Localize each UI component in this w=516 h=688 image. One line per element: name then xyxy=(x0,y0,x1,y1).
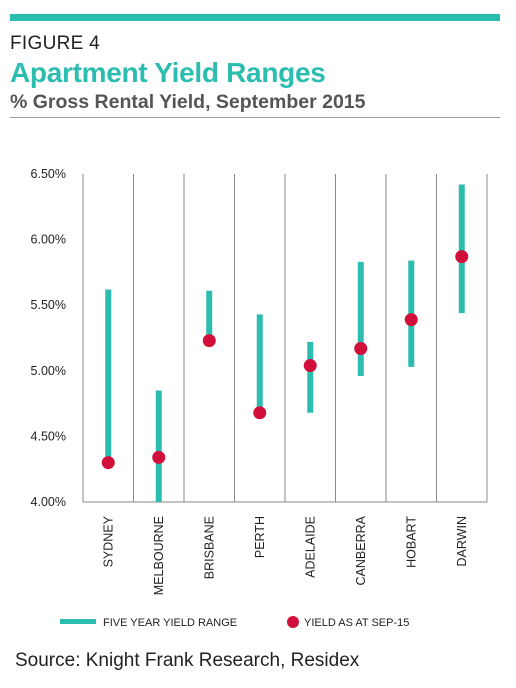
legend: FIVE YEAR YIELD RANGE YIELD AS AT SEP-15 xyxy=(60,616,409,629)
yield-point-sydney xyxy=(101,456,115,470)
category-label-adelaide: ADELAIDE xyxy=(303,516,317,578)
legend-point-swatch xyxy=(287,616,299,628)
top-accent-rule xyxy=(10,14,500,21)
y-tick-label: 6.00% xyxy=(31,233,66,247)
chart-title: Apartment Yield Ranges xyxy=(10,57,326,88)
yield-point-melbourne xyxy=(152,450,166,464)
yield-point-brisbane xyxy=(202,334,216,348)
figure-label: FIGURE 4 xyxy=(10,33,101,54)
yield-range-chart: 4.00% 4.50% 5.00% 5.50% 6.00% 6.50% SYDNEY MEL… xyxy=(31,167,488,629)
y-tick-label: 5.50% xyxy=(31,298,66,312)
category-label-hobart: HOBART xyxy=(404,516,418,568)
yield-point-hobart xyxy=(404,313,418,327)
legend-range-label: FIVE YEAR YIELD RANGE xyxy=(103,617,237,629)
category-label-darwin: DARWIN xyxy=(455,516,469,566)
y-tick-label: 4.50% xyxy=(31,429,66,443)
chart-marks xyxy=(101,184,469,502)
x-axis-categories: SYDNEY MELBOURNE BRISBANE PERTH ADELAIDE CANB… xyxy=(101,515,469,595)
category-label-perth: PERTH xyxy=(253,516,267,558)
category-label-melbourne: MELBOURNE xyxy=(152,516,166,595)
y-tick-label: 4.00% xyxy=(31,495,66,509)
legend-point-label: YIELD AS AT SEP-15 xyxy=(304,617,409,629)
source-note: Source: Knight Frank Research, Residex xyxy=(15,650,360,671)
legend-range-swatch xyxy=(60,619,96,624)
y-tick-label: 5.00% xyxy=(31,364,66,378)
category-label-sydney: SYDNEY xyxy=(101,515,115,567)
yield-point-adelaide xyxy=(303,359,317,373)
chart-subtitle: % Gross Rental Yield, September 2015 xyxy=(10,91,366,113)
y-axis-ticks: 4.00% 4.50% 5.00% 5.50% 6.00% 6.50% xyxy=(31,167,66,509)
yield-point-darwin xyxy=(455,250,469,264)
yield-point-perth xyxy=(253,406,267,420)
title-divider xyxy=(10,117,500,118)
chart-grid xyxy=(82,174,488,503)
yield-point-canberra xyxy=(354,341,368,355)
category-label-canberra: CANBERRA xyxy=(354,515,368,585)
category-label-brisbane: BRISBANE xyxy=(202,516,216,579)
y-tick-label: 6.50% xyxy=(31,167,66,181)
